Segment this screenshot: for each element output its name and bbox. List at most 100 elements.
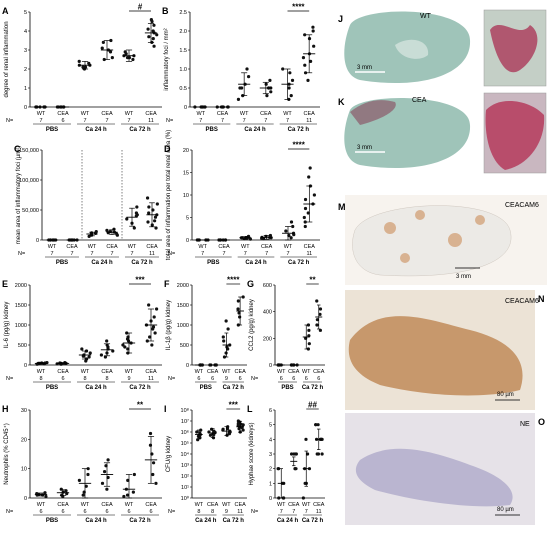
group-label: Ca 72 h [223,385,245,391]
ceacam6-foci [415,210,425,220]
x-tick-label: CEA [145,369,157,375]
data-point [225,345,229,349]
y-tick-label: 1.0 [179,67,187,73]
significance-label: *** [229,401,239,410]
panel-letter-l: L [247,404,253,414]
data-point [132,472,136,477]
data-point [112,227,116,231]
data-point [307,175,311,179]
data-point [151,325,156,329]
data-point [307,328,311,332]
x-tick-label: CEA [57,111,69,117]
y-tick-label: 2.0 [179,29,187,35]
y-axis-label: degree of renal inflammation [4,21,10,97]
chart-d: D 0 5 10 15 20 total area of inflammation per … [164,130,320,266]
n-count: 7 [286,118,289,124]
x-tick-label: CEA [313,502,325,508]
data-point [147,35,151,39]
panel-letter-o: O [538,417,545,427]
x-tick-label: WT [197,111,206,117]
n-count: 6 [239,376,242,382]
y-tick-label: 15 [183,171,189,177]
data-point [316,423,320,427]
data-point [135,205,139,209]
n-count: 11 [149,251,155,257]
n-count: 7 [70,251,73,257]
data-point [43,491,47,495]
n-count: 7 [199,118,202,124]
group-label: Ca 24 h [85,127,107,133]
data-point [238,86,242,90]
y-tick-label: 1 [24,86,27,92]
y-tick-label: 20 [183,148,189,154]
n-count: 9 [225,509,228,515]
y-axis-label: IL-1β (pg/g) kidney [166,300,172,350]
x-tick-label: CEA [207,502,219,508]
chart-i: I 10⁰ 10¹ 10² 10³ 10⁴ 10⁵ 10⁶ 10⁷ 10⁸ CFU/g kidney… [164,401,247,524]
y-tick-label: 500 [18,343,27,349]
n-count: 7 [286,251,289,257]
data-point [312,193,316,197]
x-tick-label: CEA [106,244,118,250]
x-tick-label: WT [125,369,134,375]
n-count: 8 [211,509,214,515]
n-count: 7 [292,509,295,515]
n-count: 6 [61,509,64,515]
data-point [87,61,91,65]
group-label: PBS [46,385,58,391]
x-tick-label: WT [277,369,286,375]
data-point [109,38,113,43]
n-count: 6 [280,376,283,382]
data-point [115,232,119,236]
data-point [77,478,81,482]
data-point [284,229,288,233]
data-point [105,228,109,232]
data-point [241,423,245,427]
x-tick-label: WT [48,244,57,250]
data-point [131,490,135,494]
x-tick-label: WT [125,502,134,508]
n-prefix: N= [168,509,175,515]
group-label: Ca 24 h [195,518,217,524]
scale-j: 3 mm [357,65,372,71]
n-count: 7 [130,251,133,257]
y-tick-label: 0 [269,363,272,369]
data-point [147,211,151,215]
group-label: Ca 72 h [302,518,324,524]
x-tick-label: CEA [57,369,69,375]
n-count: 6 [83,509,86,515]
o-ne-staining [355,448,513,507]
data-point [196,434,200,438]
data-point [221,335,225,339]
scale-k: 3 mm [357,145,372,151]
n-count: 6 [211,376,214,382]
data-point [238,315,242,319]
y-tick-label: 10⁴ [181,451,190,458]
data-point [315,299,319,303]
group-label: Ca 24 h [85,518,107,524]
n-count: 7 [201,251,204,257]
y-tick-label: 0 [186,238,189,244]
group-label: Ca 24 h [245,260,267,266]
data-point [212,432,216,437]
y-axis-label: inflammatory foci / mm² [164,28,170,90]
image-panel-n: N CEACAM6 80 µm [345,290,545,410]
x-tick-label: WT [284,244,293,250]
group-label: PBS [205,127,217,133]
data-point [301,496,305,500]
n-count: 7 [105,118,108,124]
x-tick-label: CEA [145,111,157,117]
y-tick-label: 2.5 [179,10,187,16]
group-label: PBS [281,385,293,391]
x-tick-label: CEA [207,369,219,375]
y-axis-label: CCL2 (pg/g) kidney [249,299,255,351]
data-point [132,226,136,230]
y-tick-label: 600 [263,283,272,289]
group-label: PBS [46,127,58,133]
data-point [276,467,280,471]
y-axis-label: Neutrophils (% CD45⁺) [3,423,10,485]
label-ceacam6-n: CEACAM6 [505,298,539,305]
data-point [155,33,159,37]
